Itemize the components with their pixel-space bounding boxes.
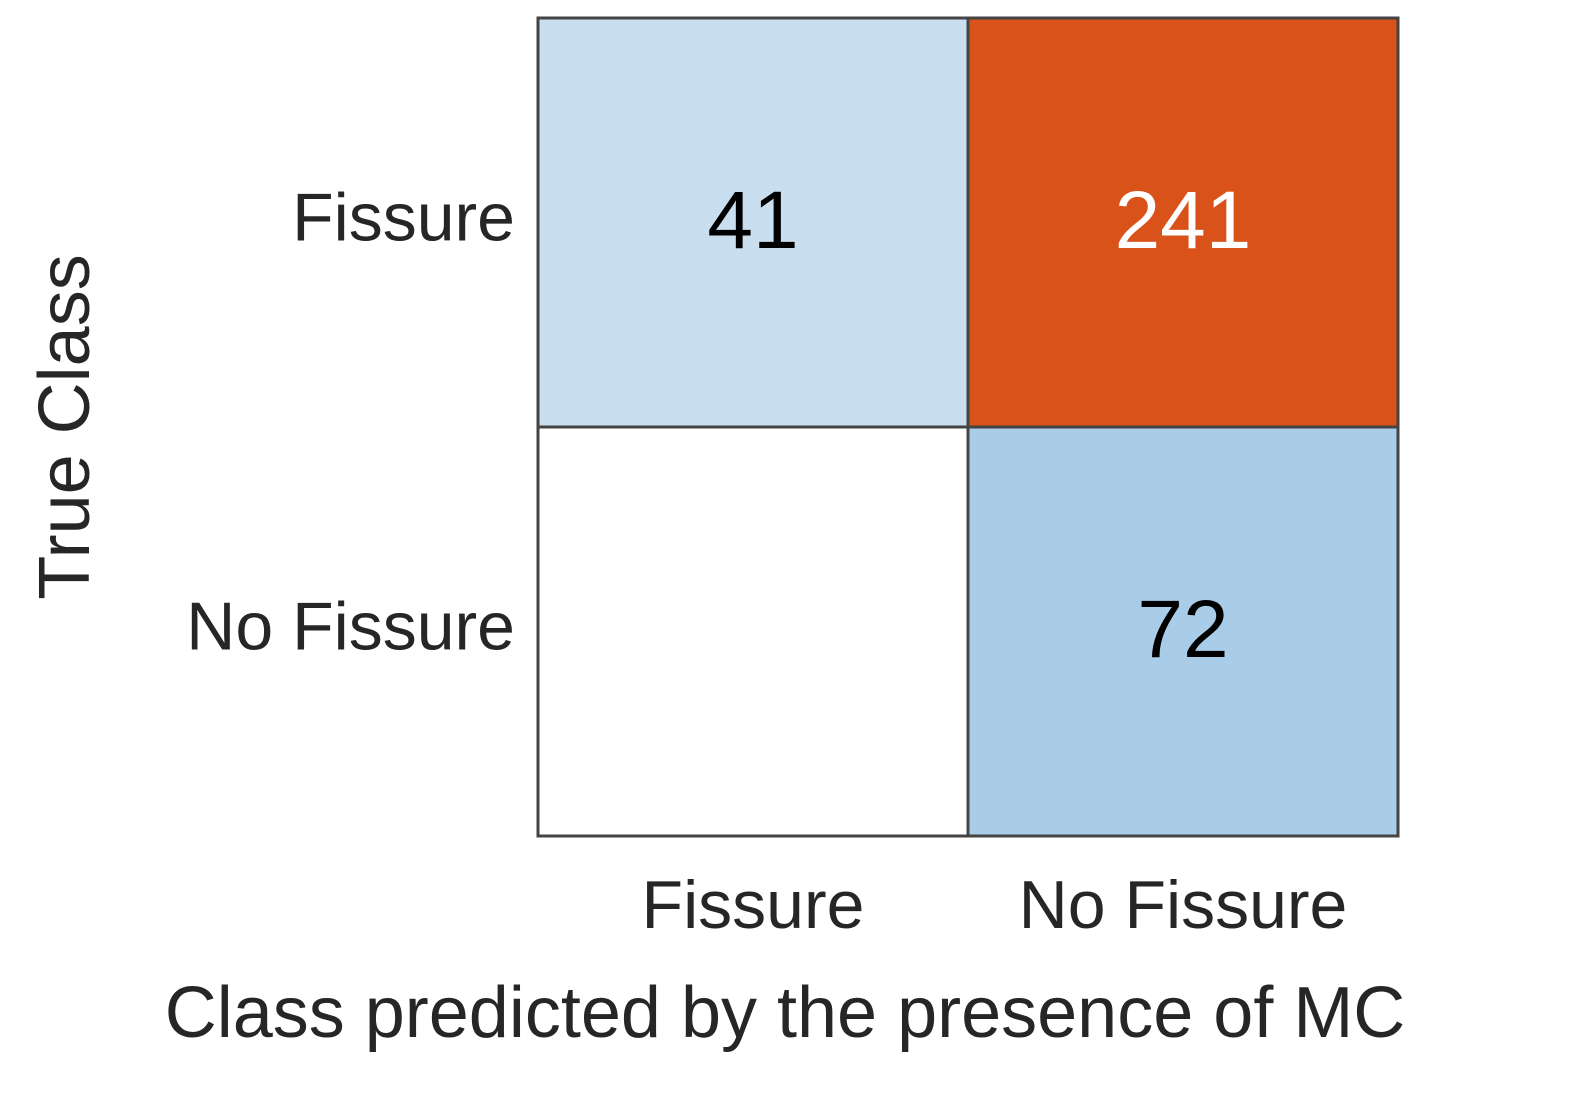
heatmap-cell: [536, 16, 970, 429]
heatmap-cell: [536, 425, 970, 838]
x-axis-title: Class predicted by the presence of MC: [165, 973, 1406, 1053]
y-axis-title: True Class: [25, 254, 105, 599]
y-tick-label: Fissure: [292, 179, 515, 255]
heatmap-cell: [966, 425, 1400, 838]
y-tick-label: No Fissure: [186, 588, 515, 664]
cell-value: 241: [1115, 175, 1252, 266]
cell-value: 72: [1137, 584, 1228, 675]
x-tick-label: No Fissure: [1019, 867, 1348, 943]
x-tick-label: Fissure: [642, 867, 865, 943]
heatmap-cell: [966, 16, 1400, 429]
cell-value: 41: [707, 175, 798, 266]
